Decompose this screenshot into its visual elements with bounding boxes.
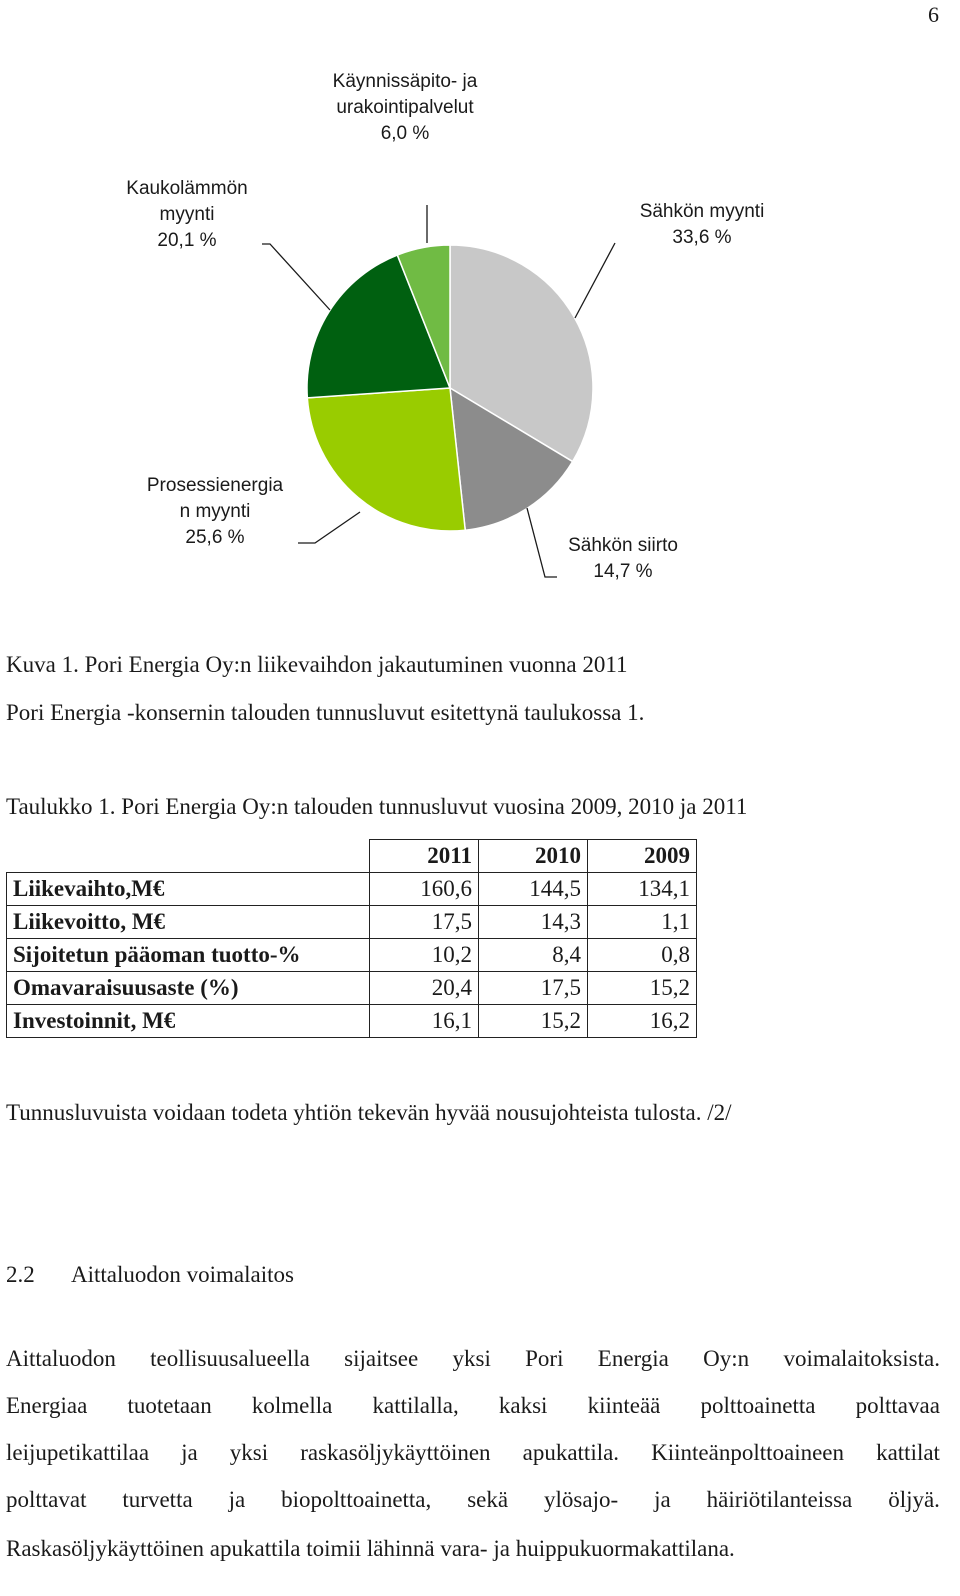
page-number: 6 bbox=[928, 2, 939, 27]
row-label: Investoinnit, M€ bbox=[6, 1004, 370, 1038]
body-line: leijupetikattilaa ja yksi raskasöljykäyttöi… bbox=[6, 1440, 940, 1465]
cell-value: 1,1 bbox=[587, 905, 697, 939]
slice-label: Sähkön myynti 33,6 % bbox=[640, 201, 765, 248]
year-header: 2011 bbox=[369, 839, 479, 873]
row-label: Liikevaihto,M€ bbox=[6, 872, 370, 906]
cell-value: 8,4 bbox=[478, 938, 588, 972]
body-line: Aittaluodon teollisuusalueella sijaitsee yk… bbox=[6, 1346, 940, 1371]
leader-line bbox=[262, 243, 331, 311]
table-corner bbox=[6, 839, 370, 873]
slice-label: Kaukolämmön myynti 20,1 % bbox=[126, 178, 247, 251]
cell-value: 14,3 bbox=[478, 905, 588, 939]
cell-value: 134,1 bbox=[587, 872, 697, 906]
cell-value: 15,2 bbox=[587, 971, 697, 1005]
row-label: Liikevoitto, M€ bbox=[6, 905, 370, 939]
slice-label: Sähkön siirto 14,7 % bbox=[568, 535, 678, 582]
pie-slice bbox=[449, 244, 594, 463]
row-label: Omavaraisuusaste (%) bbox=[6, 971, 370, 1005]
cell-value: 160,6 bbox=[369, 872, 479, 906]
body-line: polttavat turvetta ja biopolttoainetta, sekä… bbox=[6, 1487, 940, 1512]
summary-text: Tunnusluvuista voidaan todeta yhtiön tek… bbox=[6, 1100, 732, 1125]
pie-slice bbox=[306, 387, 467, 532]
slice-label: Prosessienergia n myynti 25,6 % bbox=[147, 475, 284, 548]
pie-slice bbox=[396, 244, 451, 389]
cell-value: 144,5 bbox=[478, 872, 588, 906]
cell-value: 0,8 bbox=[587, 938, 697, 972]
section-number: 2.2 bbox=[6, 1262, 35, 1287]
table-header-row: 2011 2010 2009 bbox=[6, 839, 697, 873]
leader-line bbox=[526, 507, 557, 578]
table-caption: Taulukko 1. Pori Energia Oy:n talouden t… bbox=[6, 794, 748, 819]
pie-slice bbox=[306, 254, 452, 399]
body-line: Energiaa tuotetaan kolmella kattilalla, kaks… bbox=[6, 1393, 940, 1418]
leader-line bbox=[574, 242, 616, 319]
year-header: 2010 bbox=[478, 839, 588, 873]
body-line: Raskasöljykäyttöinen apukattila toimii l… bbox=[6, 1536, 735, 1561]
cell-value: 20,4 bbox=[369, 971, 479, 1005]
cell-value: 17,5 bbox=[478, 971, 588, 1005]
row-label: Sijoitetun pääoman tuotto-% bbox=[6, 938, 370, 972]
intro-text: Pori Energia -konsernin talouden tunnusl… bbox=[6, 700, 645, 725]
cell-value: 15,2 bbox=[478, 1004, 588, 1038]
figure-caption: Kuva 1. Pori Energia Oy:n liikevaihdon j… bbox=[6, 652, 628, 677]
year-header: 2009 bbox=[587, 839, 697, 873]
table-row: Omavaraisuusaste (%) 20,4 17,5 15,2 bbox=[6, 971, 697, 1005]
cell-value: 16,1 bbox=[369, 1004, 479, 1038]
table-row: Sijoitetun pääoman tuotto-% 10,2 8,4 0,8 bbox=[6, 938, 697, 972]
table-row: Investoinnit, M€ 16,1 15,2 16,2 bbox=[6, 1004, 697, 1038]
leader-line bbox=[298, 511, 361, 544]
financial-table: 2011 2010 2009 Liikevaihto,M€ 160,6 144,… bbox=[6, 839, 697, 1038]
cell-value: 10,2 bbox=[369, 938, 479, 972]
section-title: Aittaluodon voimalaitos bbox=[71, 1262, 294, 1287]
table-row: Liikevaihto,M€ 160,6 144,5 134,1 bbox=[6, 872, 697, 906]
revenue-pie-chart: Sähkön myynti 33,6 % Sähkön siirto 14,7 % Pr… bbox=[126, 71, 765, 582]
cell-value: 17,5 bbox=[369, 905, 479, 939]
slice-label: Käynnissäpito- ja urakointipalvelut 6,0 % bbox=[333, 71, 478, 144]
cell-value: 16,2 bbox=[587, 1004, 697, 1038]
table-row: Liikevoitto, M€ 17,5 14,3 1,1 bbox=[6, 905, 697, 939]
